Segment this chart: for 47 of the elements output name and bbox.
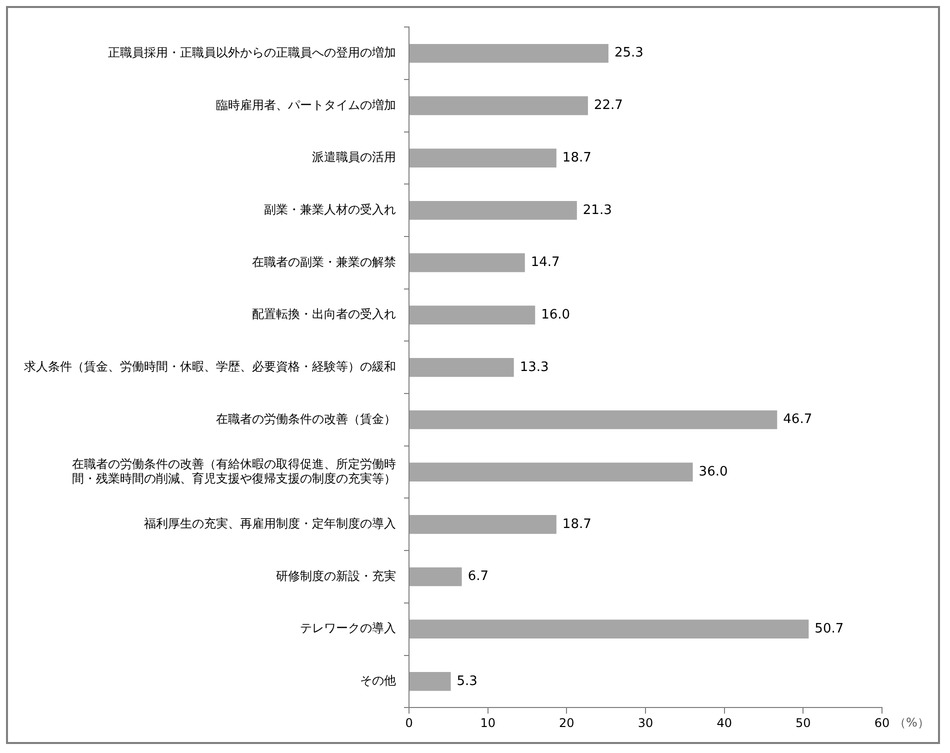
bar [410, 462, 693, 482]
y-tick-label: 正職員採用・正職員以外からの正職員への登用の増加 [108, 45, 396, 60]
x-tick-label: 40 [716, 716, 732, 730]
bar [410, 620, 809, 639]
x-tick-label: 60 [874, 716, 890, 730]
bar [410, 148, 556, 168]
x-tick-label: 50 [796, 716, 811, 730]
bar [410, 514, 556, 534]
data-label: 6.7 [468, 569, 489, 584]
data-label: 18.7 [562, 150, 592, 166]
bar [410, 44, 608, 63]
data-label: 16.0 [541, 307, 570, 322]
y-tick-label: その他 [360, 674, 396, 688]
y-tick-label: 在職者の労働条件の改善（有給休暇の取得促進、所定労働時間・残業時間の削減、育児支援や復帰支援の制度の充実等） [72, 457, 396, 486]
data-label: 13.3 [520, 360, 549, 375]
y-tick-label: 在職者の副業・兼業の解禁 [252, 254, 396, 269]
x-tick-label: 30 [638, 716, 654, 730]
data-label: 36.0 [698, 464, 728, 480]
y-tick-label: 在職者の労働条件の改善（賃金） [216, 412, 396, 426]
data-label: 18.7 [562, 516, 592, 532]
bar [410, 358, 514, 377]
y-tick-label: 求人条件（賃金、労働時間・休暇、学歴、必要資格・経験等）の緩和 [24, 360, 396, 374]
data-label: 14.7 [530, 255, 560, 270]
bar [410, 200, 577, 220]
data-label: 5.3 [456, 674, 478, 689]
y-tick-label: テレワークの導入 [300, 621, 396, 636]
x-tick-label: 0 [405, 716, 413, 730]
bar [410, 306, 536, 324]
data-label: 21.3 [582, 202, 612, 218]
y-tick-label: 研修制度の新設・充実 [276, 568, 396, 583]
bar [410, 96, 588, 116]
y-tick-label: 臨時雇用者、パートタイムの増加 [216, 98, 396, 112]
x-tick-label: 10 [480, 716, 496, 730]
x-tick-label: 20 [559, 716, 574, 730]
bar [410, 567, 462, 586]
data-label: 22.7 [594, 98, 623, 114]
y-tick-label: 派遣職員の活用 [312, 150, 396, 164]
y-tick-label: 副業・兼業人材の受入れ [264, 202, 396, 217]
bar [410, 672, 451, 691]
y-tick-label: 福利厚生の充実、再雇用制度・定年制度の導入 [144, 516, 396, 531]
data-label: 46.7 [783, 412, 812, 428]
data-label: 50.7 [814, 621, 844, 636]
bar [410, 253, 525, 272]
data-label: 25.3 [614, 46, 644, 61]
y-tick-label: 配置転換・出向者の受入れ [252, 307, 396, 322]
bar [410, 410, 778, 430]
x-axis-title: （%） [894, 716, 930, 730]
